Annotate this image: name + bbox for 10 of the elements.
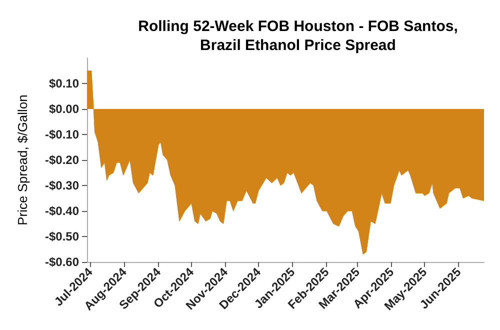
- y-tick-label: -$0.30: [44, 178, 80, 192]
- chart-title: Rolling 52-Week FOB Houston - FOB Santos, Brazil Ethanol Price Spread: [138, 18, 458, 54]
- y-tick-label: $0.00: [48, 102, 80, 116]
- y-tick-label: -$0.20: [44, 153, 80, 167]
- y-axis-title: Price Spread, $/Gallon: [15, 94, 30, 226]
- y-tick-label: -$0.40: [44, 204, 80, 218]
- y-tick-label: -$0.60: [44, 255, 80, 269]
- y-tick-label: $0.10: [48, 76, 80, 90]
- y-tick-label: -$0.10: [44, 128, 80, 142]
- y-tick-label: -$0.50: [44, 230, 80, 244]
